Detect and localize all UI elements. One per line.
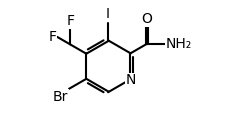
- Text: O: O: [142, 12, 153, 26]
- Text: F: F: [66, 14, 74, 28]
- Text: F: F: [49, 30, 56, 44]
- Text: N: N: [125, 73, 136, 87]
- Text: NH₂: NH₂: [166, 37, 192, 51]
- Text: I: I: [106, 7, 110, 22]
- Text: Br: Br: [53, 90, 68, 104]
